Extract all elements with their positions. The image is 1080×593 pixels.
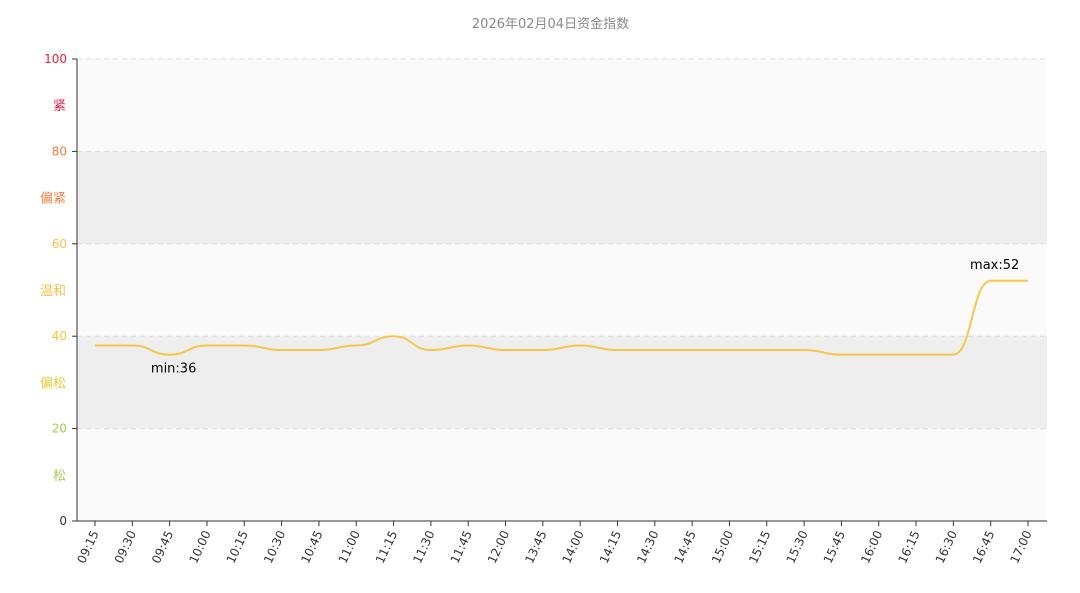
x-tick-label-11: 12:00 xyxy=(485,528,512,565)
band-label-3: 偏紧 xyxy=(40,192,66,207)
y-tick-label-60: 60 xyxy=(52,237,67,251)
band-label-2: 温和 xyxy=(40,284,66,299)
x-tick-label-12: 13:45 xyxy=(522,528,549,565)
data-point-1 xyxy=(131,344,133,346)
data-point-20 xyxy=(840,354,842,356)
data-point-10 xyxy=(467,344,469,346)
x-tick-label-20: 15:45 xyxy=(821,528,848,565)
band-2 xyxy=(77,243,1047,337)
data-point-11 xyxy=(505,349,507,351)
data-point-24 xyxy=(990,280,992,282)
data-point-5 xyxy=(281,349,283,351)
annotation-1: max:52 xyxy=(970,258,1019,273)
x-tick-label-3: 10:00 xyxy=(186,528,213,565)
y-tick-label-20: 20 xyxy=(52,422,67,436)
x-tick-label-19: 15:30 xyxy=(783,528,810,565)
data-point-23 xyxy=(952,354,954,356)
data-point-8 xyxy=(393,335,395,337)
x-tick-label-9: 11:30 xyxy=(410,528,437,565)
x-tick-label-4: 10:15 xyxy=(224,528,251,565)
x-tick-label-23: 16:30 xyxy=(933,528,960,565)
band-3 xyxy=(77,151,1047,244)
data-point-7 xyxy=(355,344,357,346)
x-tick-label-2: 09:45 xyxy=(149,528,176,565)
x-tick-label-1: 09:30 xyxy=(112,528,139,565)
y-tick-label-100: 100 xyxy=(44,52,67,66)
x-tick-label-0: 09:15 xyxy=(74,528,101,565)
x-tick-label-10: 11:45 xyxy=(448,528,475,565)
data-point-2 xyxy=(169,354,171,356)
band-label-4: 紧 xyxy=(53,99,66,114)
data-point-4 xyxy=(243,344,245,346)
data-point-3 xyxy=(206,344,208,346)
data-point-22 xyxy=(915,354,917,356)
x-tick-label-17: 15:00 xyxy=(709,528,736,565)
y-tick-label-0: 0 xyxy=(59,514,67,528)
x-tick-label-5: 10:30 xyxy=(261,528,288,565)
x-tick-label-8: 11:15 xyxy=(373,528,400,565)
y-tick-label-80: 80 xyxy=(52,144,67,158)
x-tick-label-25: 17:00 xyxy=(1007,528,1034,565)
data-point-21 xyxy=(878,354,880,356)
annotation-0: min:36 xyxy=(151,362,196,377)
x-tick-label-15: 14:30 xyxy=(634,528,661,565)
data-point-15 xyxy=(654,349,656,351)
data-point-14 xyxy=(616,349,618,351)
x-tick-label-21: 16:00 xyxy=(858,528,885,565)
data-point-16 xyxy=(691,349,693,351)
x-tick-label-14: 14:15 xyxy=(597,528,624,565)
data-point-13 xyxy=(579,344,581,346)
x-tick-label-24: 16:45 xyxy=(970,528,997,565)
data-point-12 xyxy=(542,349,544,351)
band-4 xyxy=(77,59,1047,152)
band-label-1: 偏松 xyxy=(40,376,66,391)
series-line-0 xyxy=(95,279,1028,356)
x-tick-label-13: 14:00 xyxy=(560,528,587,565)
band-1 xyxy=(77,336,1047,429)
data-point-18 xyxy=(766,349,768,351)
data-point-9 xyxy=(430,349,432,351)
x-tick-label-7: 11:00 xyxy=(336,528,363,565)
x-tick-label-18: 15:15 xyxy=(746,528,773,565)
x-tick-label-16: 14:45 xyxy=(672,528,699,565)
x-tick-label-6: 10:45 xyxy=(298,528,325,565)
chart-title: 2026年02月04日资金指数 xyxy=(471,17,630,32)
data-point-6 xyxy=(318,349,320,351)
data-point-0 xyxy=(94,344,96,346)
x-tick-label-22: 16:15 xyxy=(895,528,922,565)
data-point-19 xyxy=(803,349,805,351)
data-point-17 xyxy=(728,349,730,351)
data-point-25 xyxy=(1027,280,1029,282)
y-tick-label-40: 40 xyxy=(52,329,67,343)
band-0 xyxy=(77,428,1047,521)
band-label-0: 松 xyxy=(53,469,66,484)
